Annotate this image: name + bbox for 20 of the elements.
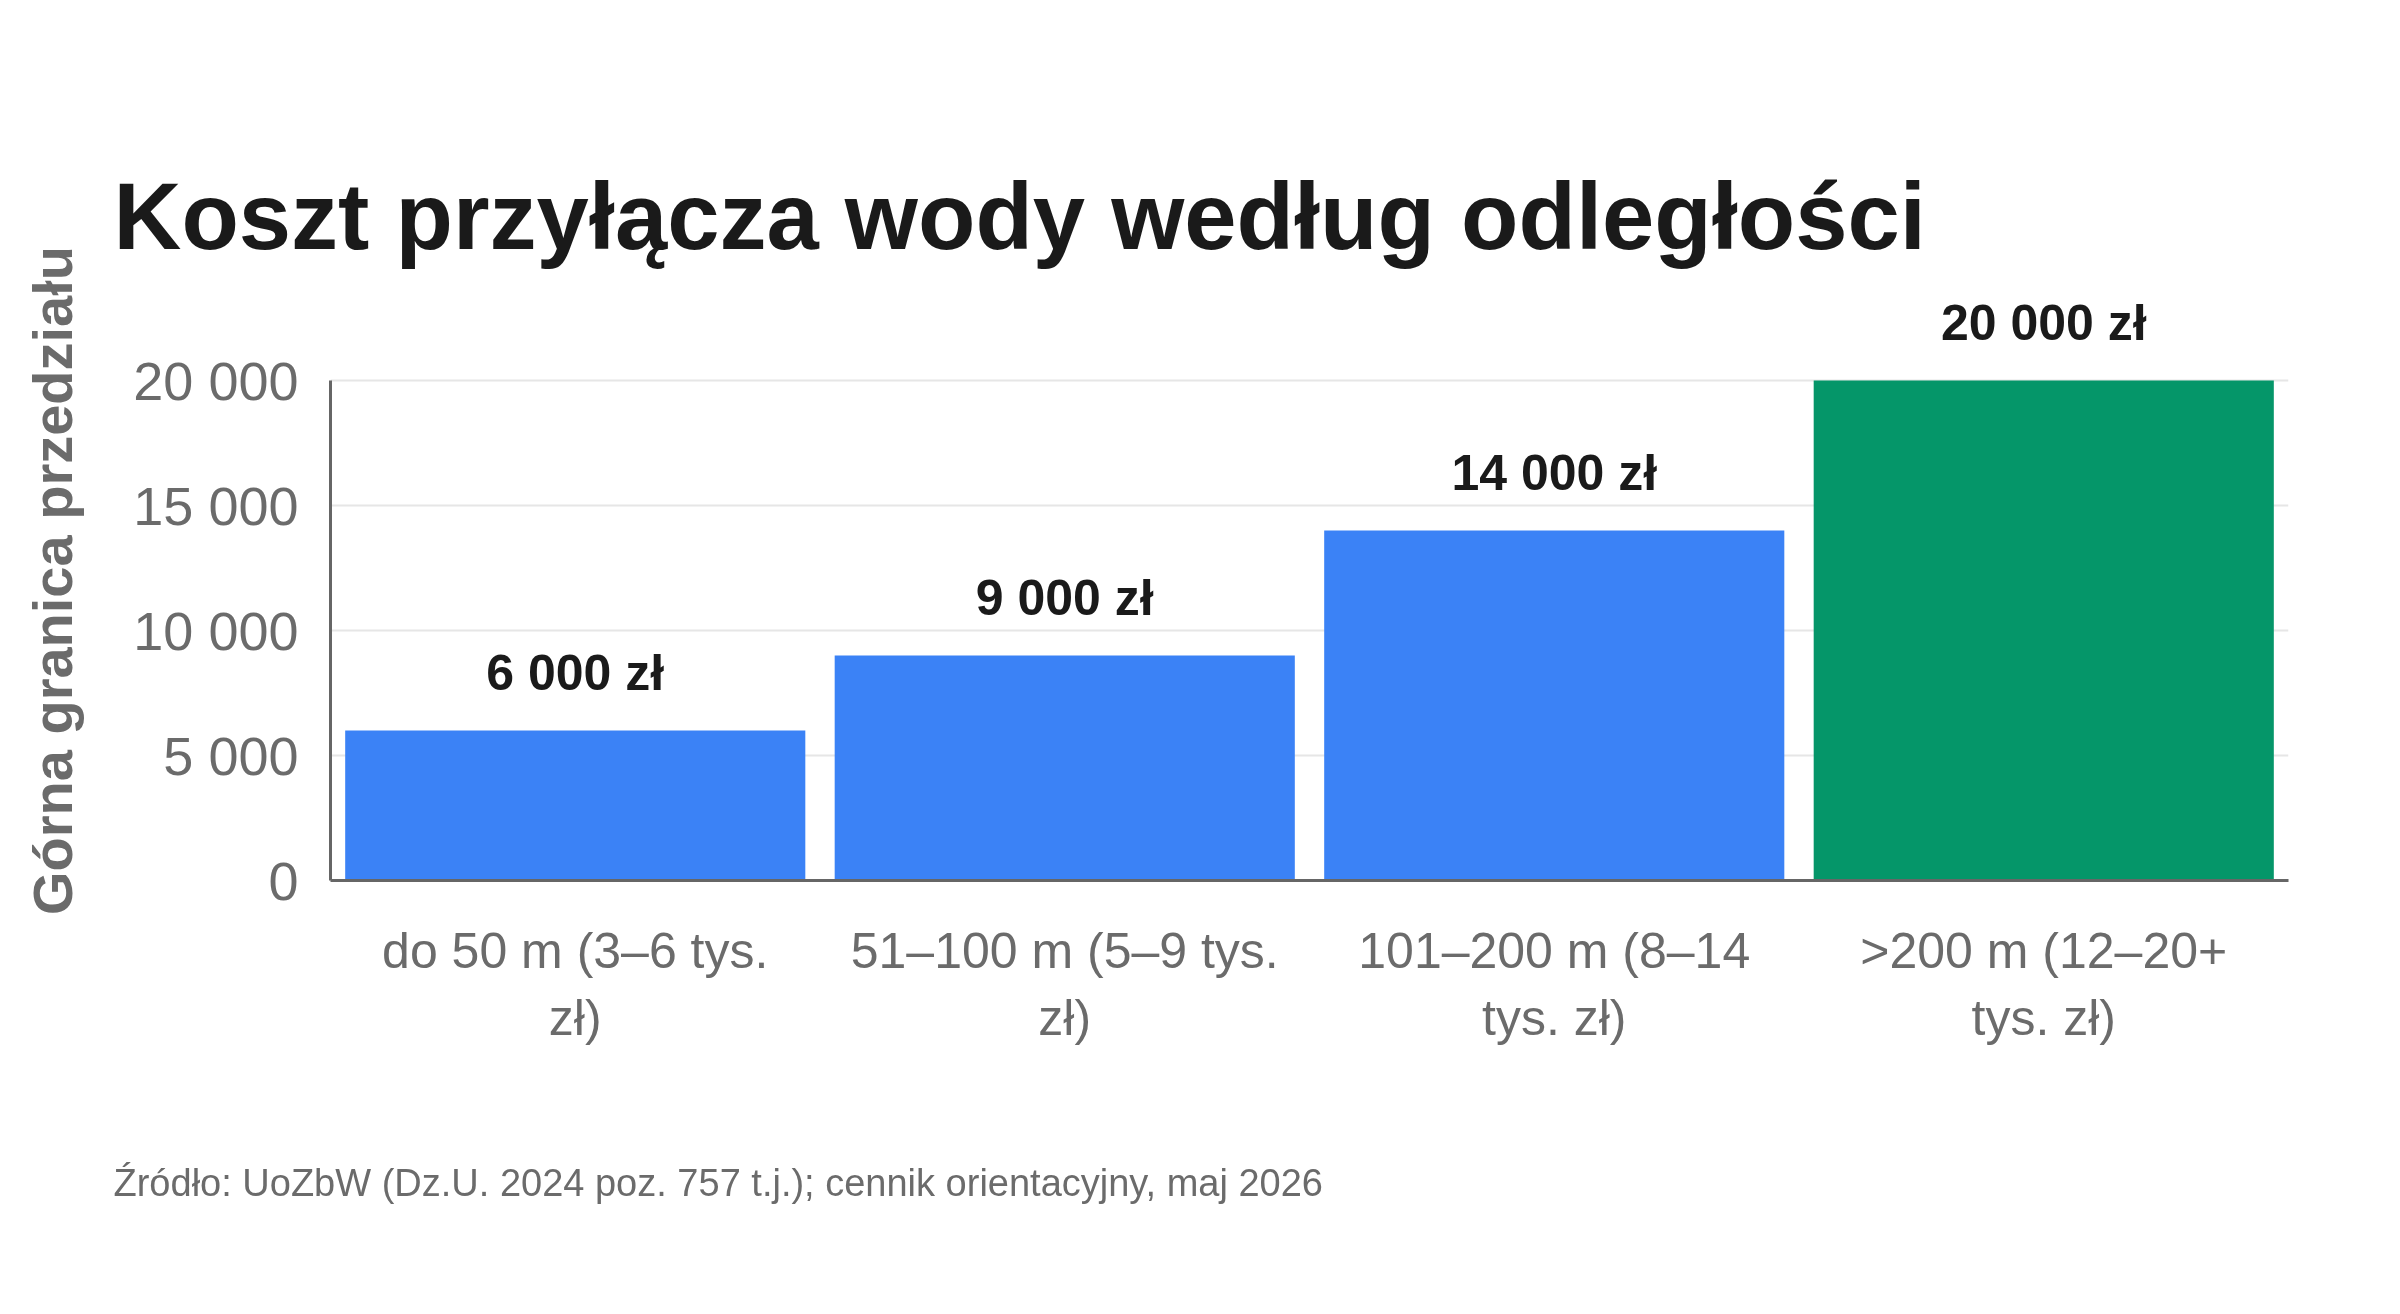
y-tick-label: 15 000: [133, 475, 299, 536]
y-tick-label: 10 000: [133, 600, 299, 661]
chart-title: Koszt przyłącza wody według odległości: [113, 163, 1926, 269]
y-tick-label: 20 000: [133, 350, 299, 411]
bar: [345, 730, 806, 881]
bar: [1324, 530, 1785, 881]
data-label: 6 000 zł: [486, 644, 665, 701]
y-axis-title: Górna granica przedziału: [21, 245, 85, 916]
x-tick-label: 101–200 m (8–14 tys. zł): [1358, 922, 1751, 1046]
x-tick-label: do 50 m (3–6 tys. zł): [382, 922, 769, 1046]
y-tick-label: 0: [268, 850, 299, 911]
text: Źródło: UoZbW (Dz.U. 2024 poz. 757 t.j.); cennik orientacyjny, maj 2026: [113, 1161, 1323, 1204]
y-tick-label: 5 000: [163, 725, 299, 786]
bar: [834, 655, 1295, 881]
x-tick-label: >200 m (12–20+ tys. zł): [1860, 922, 2228, 1046]
bar: [1813, 380, 2274, 881]
data-label: 14 000 zł: [1451, 444, 1658, 501]
data-label: 9 000 zł: [975, 569, 1154, 626]
x-tick-label: 51–100 m (5–9 tys. zł): [850, 922, 1279, 1046]
data-label: 20 000 zł: [1940, 294, 2147, 351]
